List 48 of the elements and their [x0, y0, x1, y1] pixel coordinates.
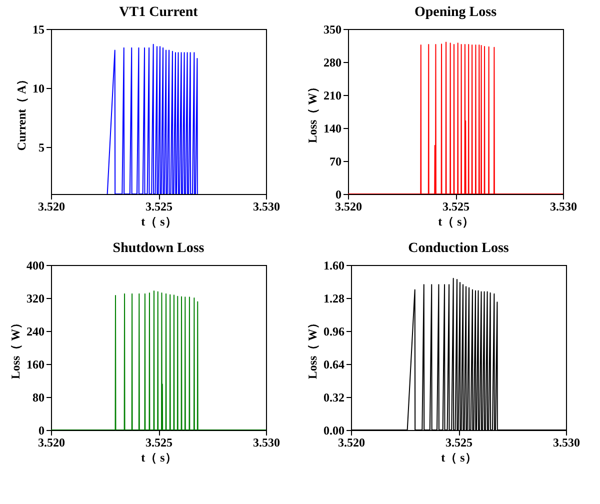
- y-tick-label: 140: [324, 122, 342, 136]
- x-tick-label: 3.520: [38, 436, 65, 450]
- y-tick-label: 70: [330, 154, 342, 168]
- y-axis-title: Current（ A）: [14, 73, 28, 151]
- x-tick-label: 3.530: [253, 200, 280, 214]
- y-tick-label: 1.60: [324, 258, 344, 272]
- x-tick-label: 3.530: [553, 436, 580, 450]
- x-tick-label: 3.530: [253, 436, 280, 450]
- x-tick-label: 3.530: [550, 200, 577, 214]
- y-tick-label: 0.96: [324, 324, 344, 338]
- x-axis-title: t（ s）: [141, 214, 177, 228]
- x-axis-title: t（ s）: [141, 450, 177, 464]
- y-tick-label: 15: [32, 22, 44, 36]
- line-series: [106, 44, 198, 194]
- y-axis-title: Loss（ W）: [306, 80, 320, 144]
- line-series: [348, 42, 563, 194]
- chart-title: Shutdown Loss: [112, 241, 205, 256]
- x-tick-label: 3.520: [335, 200, 362, 214]
- x-tick-label: 3.520: [338, 436, 365, 450]
- y-tick-label: 5: [38, 140, 44, 154]
- x-tick-label: 3.525: [146, 436, 172, 450]
- y-tick-label: 0.00: [324, 424, 344, 438]
- y-tick-label: 160: [26, 358, 44, 372]
- y-tick-label: 350: [324, 22, 342, 36]
- y-tick-label: 80: [32, 390, 44, 404]
- y-axis-title: Loss（ W）: [306, 316, 320, 380]
- x-axis-title: t（ s）: [441, 450, 477, 464]
- y-tick-label: 0.64: [324, 358, 344, 372]
- x-tick-label: 3.525: [146, 200, 172, 214]
- y-tick-label: 0.32: [324, 390, 344, 404]
- chart-title: Opening Loss: [414, 5, 498, 20]
- y-tick-label: 0: [38, 424, 44, 438]
- x-tick-label: 3.525: [446, 436, 472, 450]
- y-tick-label: 240: [26, 324, 44, 338]
- line-series: [51, 290, 266, 430]
- chart-title: VT1 Current: [119, 5, 198, 20]
- y-tick-label: 1.28: [324, 292, 344, 306]
- y-tick-label: 210: [324, 88, 342, 102]
- y-tick-label: 10: [32, 81, 44, 96]
- x-tick-label: 3.525: [442, 200, 470, 214]
- y-tick-label: 0: [336, 188, 342, 202]
- chart-title: Conduction Loss: [408, 241, 510, 256]
- x-axis-title: t（ s）: [438, 214, 474, 228]
- y-tick-label: 280: [324, 56, 342, 70]
- y-tick-label: 320: [26, 292, 44, 306]
- x-tick-label: 3.520: [38, 200, 65, 214]
- y-axis-title: Loss（ W）: [8, 316, 22, 380]
- y-tick-label: 400: [26, 258, 44, 272]
